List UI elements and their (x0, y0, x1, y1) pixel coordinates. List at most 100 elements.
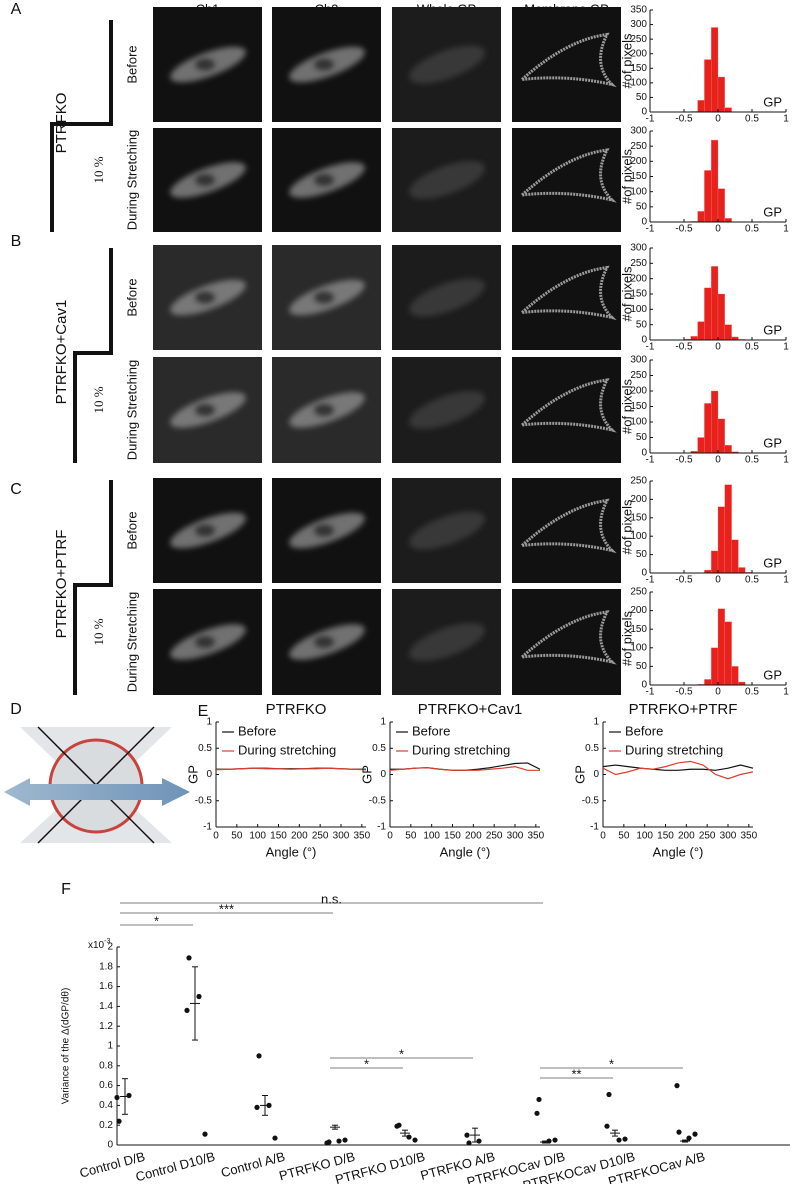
row-label: Before (124, 511, 139, 549)
stretch-diagram (4, 726, 190, 844)
histogram-bar (704, 287, 712, 341)
x-tick-label: -1 (646, 455, 655, 466)
significance-label: * (364, 1056, 369, 1071)
x-axis-label: GP (763, 94, 782, 109)
y-tick-label: 50 (636, 661, 648, 672)
data-point (536, 1096, 542, 1103)
row-label: During Stretching (124, 360, 139, 460)
data-point (184, 1007, 190, 1013)
micrograph (392, 7, 501, 122)
nucleus (314, 524, 334, 537)
panel-letter: D (10, 701, 22, 718)
histogram-bar (738, 567, 746, 574)
y-axis-label: #of pixels (619, 611, 634, 666)
data-point (256, 1053, 262, 1059)
x-tick-label: 250 (486, 831, 503, 842)
y-axis-label: #of pixels (619, 33, 634, 88)
micrograph (272, 7, 381, 122)
y-tick-label: 0 (641, 107, 647, 118)
data-point (342, 1137, 348, 1143)
x-tick-label: 100 (249, 831, 266, 842)
histogram-bar (717, 76, 725, 113)
x-axis-label: Angle (°) (653, 844, 704, 859)
x-tick-label: 0.5 (745, 114, 759, 125)
y-axis-label: #of pixels (619, 266, 634, 321)
legend-label: During stretching (412, 742, 510, 757)
y-tick-label: 0.2 (99, 1120, 113, 1131)
data-point (412, 1137, 418, 1143)
histogram-bar (724, 484, 732, 574)
y-tick-label: 0.5 (585, 743, 599, 754)
x-tick-label: -0.5 (675, 342, 693, 353)
cell (409, 278, 485, 317)
condition-label: PTRFKO+Cav1 (53, 300, 70, 405)
x-tick-label: -1 (646, 224, 655, 235)
y-scale-label: x10-3 (88, 938, 110, 951)
micrograph (392, 589, 501, 695)
y-tick-label: 100 (630, 417, 647, 428)
y-tick-label: 1.6 (99, 981, 113, 992)
series-line (602, 764, 754, 771)
micrograph (153, 128, 262, 232)
micrograph (392, 478, 501, 583)
x-tick-label: 350 (353, 831, 370, 842)
y-tick-label: 50 (636, 201, 648, 212)
histogram-bar (697, 100, 705, 113)
y-tick-label: -0.5 (582, 795, 600, 806)
x-tick-label: -0.5 (675, 224, 693, 235)
data-point (552, 1137, 558, 1143)
y-tick-label: 350 (630, 5, 647, 16)
y-axis-label: Variance of the Δ(dGP/dθ) (61, 988, 72, 1105)
significance-label: * (399, 1046, 404, 1061)
significance-label: * (609, 1056, 614, 1071)
y-tick-label: 0 (641, 680, 647, 691)
y-tick-label: 1.2 (99, 1021, 113, 1032)
histogram-bar (717, 418, 725, 454)
histogram-bar (724, 324, 732, 341)
y-tick-label: 0.6 (99, 1080, 113, 1091)
micrograph (512, 357, 621, 463)
y-tick-label: 1 (380, 717, 386, 728)
y-tick-label: 250 (630, 587, 647, 598)
x-tick-label: 1 (783, 342, 789, 353)
y-tick-label: 200 (630, 273, 647, 284)
image-background (512, 128, 621, 232)
micrograph (392, 245, 501, 350)
x-tick-label: 0 (715, 114, 721, 125)
histogram-bar (731, 666, 739, 686)
significance-label: * (154, 913, 159, 928)
y-tick-label: 100 (630, 186, 647, 197)
x-tick-label: 300 (333, 831, 350, 842)
x-tick-label: 50 (405, 831, 417, 842)
nucleus (195, 524, 215, 537)
y-tick-label: 150 (630, 171, 647, 182)
x-tick-label: 250 (699, 831, 716, 842)
scale-exponent: -3 (104, 938, 110, 945)
y-tick-label: 200 (630, 386, 647, 397)
image-background (512, 589, 621, 695)
micrograph (153, 7, 262, 122)
x-axis-label: GP (763, 435, 782, 450)
x-tick-label: 0 (715, 342, 721, 353)
x-tick-label: Control A/B (219, 1149, 286, 1181)
condition-brackets (50, 20, 113, 695)
micrograph (512, 128, 621, 232)
condition-label: PTRFKO (53, 93, 70, 154)
x-tick-label: -0.5 (675, 687, 693, 698)
histogram-bar (717, 608, 725, 686)
x-tick-label: 1 (783, 687, 789, 698)
y-tick-label: 150 (630, 63, 647, 74)
y-tick-label: 50 (636, 549, 648, 560)
y-tick-label: 0.4 (99, 1100, 113, 1111)
y-tick-label: 100 (630, 531, 647, 542)
membrane-outline (517, 265, 617, 321)
micrograph (392, 357, 501, 463)
x-tick-label: 0 (715, 455, 721, 466)
x-tick-label: 0 (715, 687, 721, 698)
panel-letter: E (198, 703, 209, 720)
x-tick-label: 200 (291, 831, 308, 842)
y-tick-label: 0 (593, 769, 599, 780)
y-tick-label: 300 (630, 355, 647, 366)
nucleus (195, 404, 215, 416)
histogram-bar (711, 139, 719, 223)
